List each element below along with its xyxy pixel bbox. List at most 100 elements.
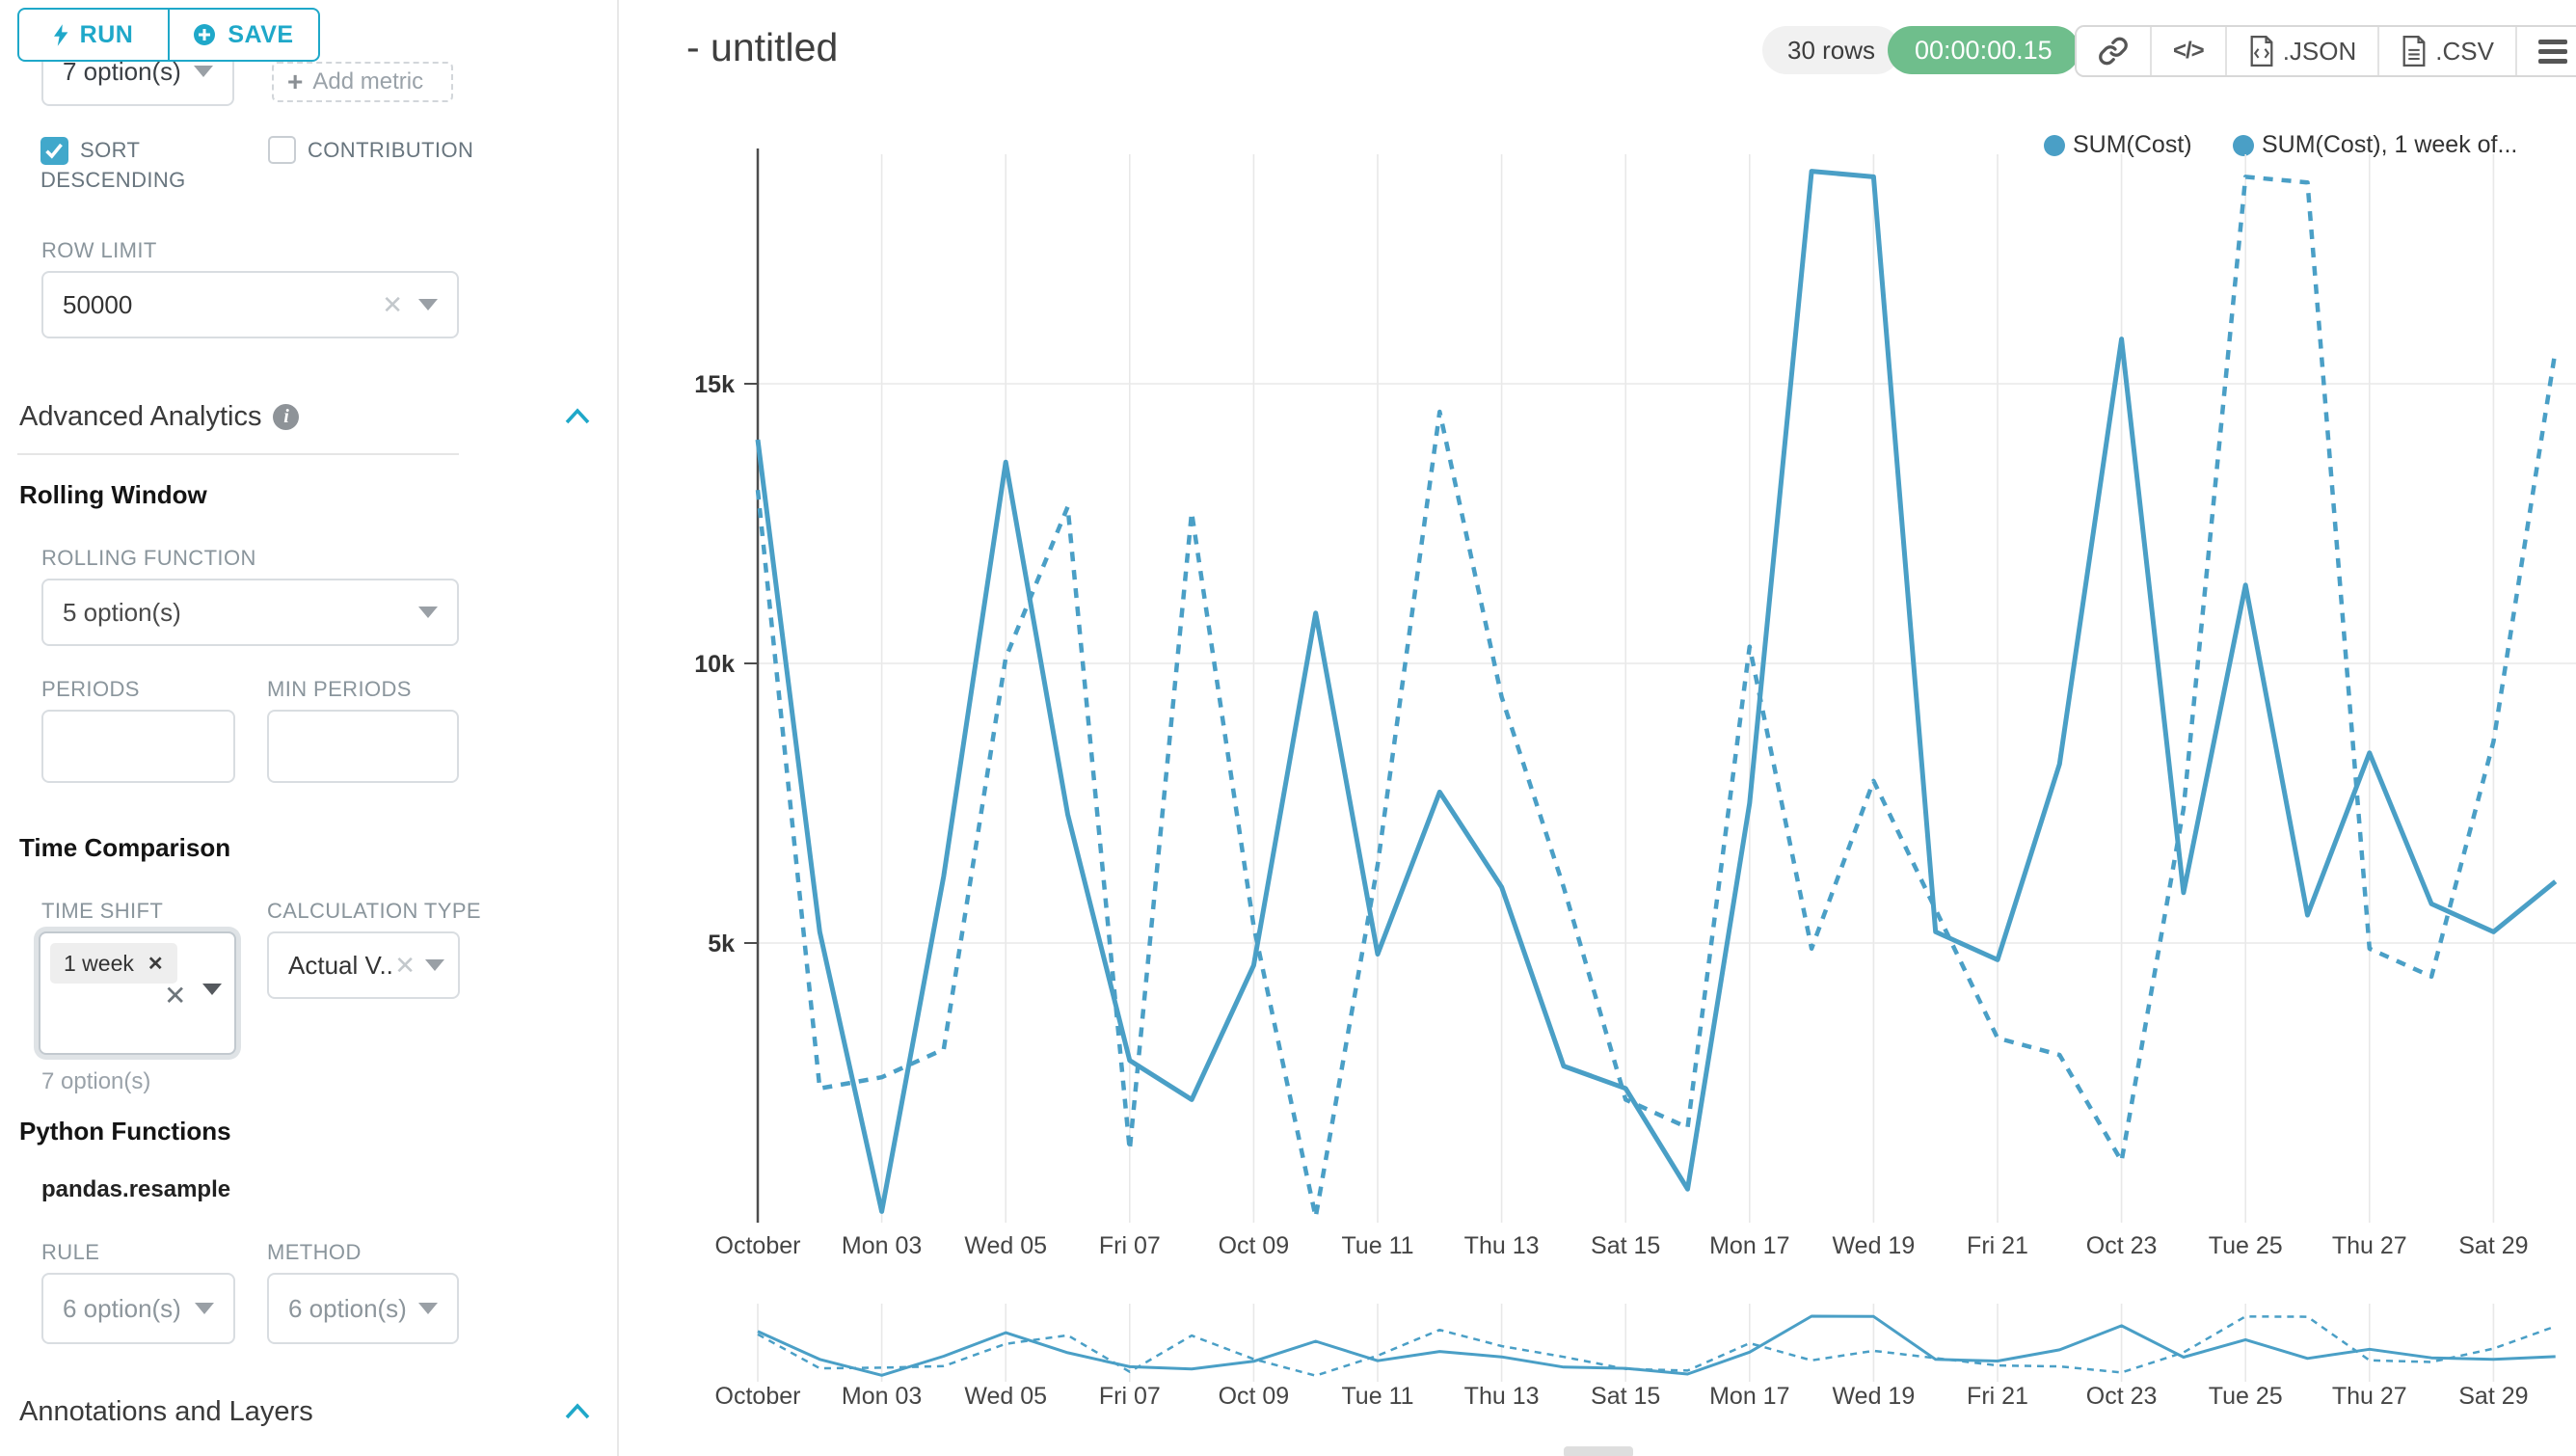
legend-item-sum-cost[interactable]: SUM(Cost) xyxy=(2044,131,2192,159)
clear-icon[interactable]: ✕ xyxy=(382,289,403,319)
info-icon[interactable]: i xyxy=(273,404,300,430)
divider xyxy=(17,453,459,455)
row-count-label: 30 rows xyxy=(1787,35,1876,65)
chevron-down-icon xyxy=(418,299,438,310)
contribution-checkbox[interactable]: CONTRIBUTION xyxy=(268,135,596,165)
svg-text:Tue 25: Tue 25 xyxy=(2209,1383,2283,1410)
time-shift-select[interactable]: 1 week ✕ ✕ xyxy=(39,931,236,1055)
time-shift-tag[interactable]: 1 week ✕ xyxy=(50,943,177,984)
rule-select[interactable]: 6 option(s) xyxy=(41,1273,235,1344)
svg-text:Wed 05: Wed 05 xyxy=(964,1383,1047,1410)
chevron-up-icon xyxy=(565,1402,590,1418)
save-button[interactable]: SAVE xyxy=(167,8,320,62)
chevron-down-icon xyxy=(194,66,213,77)
export-toolbar: </> .JSON .CSV xyxy=(2075,25,2576,77)
json-file-icon xyxy=(2250,36,2273,67)
remove-tag-icon[interactable]: ✕ xyxy=(147,953,164,975)
run-button[interactable]: RUN xyxy=(17,8,170,62)
legend-item-sum-cost-offset[interactable]: SUM(Cost), 1 week of... xyxy=(2233,131,2517,159)
plus-circle-icon xyxy=(194,24,216,45)
svg-text:October: October xyxy=(715,1383,801,1410)
svg-text:Mon 03: Mon 03 xyxy=(842,1232,922,1259)
calculation-type-value: Actual V... xyxy=(288,950,395,980)
annotations-title: Annotations and Layers xyxy=(19,1396,313,1427)
chart-menu-button[interactable] xyxy=(2514,27,2576,75)
svg-text:Fri 21: Fri 21 xyxy=(1967,1232,2028,1259)
plus-icon: + xyxy=(287,67,304,96)
svg-text:Thu 27: Thu 27 xyxy=(2332,1232,2407,1259)
advanced-analytics-title: Advanced Analytics xyxy=(19,401,262,432)
method-value: 6 option(s) xyxy=(288,1293,407,1323)
svg-text:Tue 11: Tue 11 xyxy=(1341,1232,1413,1259)
chart-canvas[interactable]: October Mon 03 Wed 05 Fri 07 Oct 09 Tue 11 Thu… xyxy=(617,96,2576,1456)
min-periods-input[interactable] xyxy=(267,710,459,783)
svg-text:Fri 21: Fri 21 xyxy=(1967,1383,2028,1410)
chart-title[interactable]: - untitled xyxy=(686,25,839,69)
legend-dot xyxy=(2044,134,2065,156)
svg-text:5k: 5k xyxy=(708,930,735,957)
rolling-function-select[interactable]: 5 option(s) xyxy=(41,579,459,646)
export-json-button[interactable]: .JSON xyxy=(2224,27,2378,75)
svg-text:Mon 17: Mon 17 xyxy=(1709,1383,1789,1410)
clear-icon[interactable]: ✕ xyxy=(394,950,416,980)
chevron-down-icon xyxy=(425,959,444,971)
svg-text:Fri 07: Fri 07 xyxy=(1099,1232,1161,1259)
min-periods-label: MIN PERIODS xyxy=(267,677,412,701)
periods-label: PERIODS xyxy=(41,677,140,701)
method-select[interactable]: 6 option(s) xyxy=(267,1273,459,1344)
chevron-up-icon xyxy=(565,407,590,423)
menu-icon xyxy=(2537,39,2567,64)
link-icon xyxy=(2099,37,2128,66)
calculation-type-select[interactable]: Actual V... ✕ xyxy=(267,931,460,999)
python-functions-title: Python Functions xyxy=(19,1117,231,1146)
chevron-down-icon xyxy=(202,984,222,995)
rule-value: 6 option(s) xyxy=(63,1293,181,1323)
legend-label: SUM(Cost), 1 week of... xyxy=(2262,131,2518,158)
svg-text:Thu 13: Thu 13 xyxy=(1464,1232,1540,1259)
clear-icon[interactable]: ✕ xyxy=(164,981,187,1011)
python-function-name: pandas.resample xyxy=(41,1176,231,1202)
code-icon: </> xyxy=(2173,38,2205,64)
row-limit-select[interactable]: 50000 ✕ xyxy=(41,271,459,338)
time-comparison-title: Time Comparison xyxy=(19,833,231,862)
time-shift-label: TIME SHIFT xyxy=(41,899,164,923)
svg-text:Tue 11: Tue 11 xyxy=(1341,1383,1413,1410)
export-csv-button[interactable]: .CSV xyxy=(2377,27,2515,75)
svg-text:Tue 25: Tue 25 xyxy=(2209,1232,2283,1259)
rolling-function-value: 5 option(s) xyxy=(63,597,181,627)
export-csv-label: .CSV xyxy=(2435,36,2494,66)
svg-text:Mon 03: Mon 03 xyxy=(842,1383,922,1410)
scroll-handle[interactable] xyxy=(1564,1446,1633,1456)
time-shift-tag-label: 1 week xyxy=(64,950,134,976)
view-query-button[interactable]: </> xyxy=(2150,27,2225,75)
sort-descending-checkbox[interactable]: SORT DESCENDING xyxy=(40,135,257,195)
control-panel: 7 option(s) + Add metric RUN xyxy=(0,0,619,1456)
query-timer-badge: 00:00:00.15 xyxy=(1888,26,2080,74)
method-label: METHOD xyxy=(267,1240,362,1264)
svg-text:Sat 15: Sat 15 xyxy=(1591,1383,1660,1410)
periods-input[interactable] xyxy=(41,710,235,783)
svg-text:Oct 09: Oct 09 xyxy=(1219,1383,1290,1410)
svg-text:Mon 17: Mon 17 xyxy=(1709,1232,1789,1259)
collapse-annotations-button[interactable] xyxy=(565,1402,590,1422)
svg-text:Wed 19: Wed 19 xyxy=(1833,1232,1916,1259)
csv-file-icon xyxy=(2402,36,2426,67)
rolling-function-label: ROLLING FUNCTION xyxy=(41,546,256,570)
add-metric-button[interactable]: + Add metric xyxy=(272,62,453,102)
panel-topbar: RUN SAVE xyxy=(0,0,617,62)
svg-text:Wed 05: Wed 05 xyxy=(964,1232,1047,1259)
svg-text:Oct 23: Oct 23 xyxy=(2086,1232,2158,1259)
svg-text:Sat 15: Sat 15 xyxy=(1591,1232,1660,1259)
chevron-down-icon xyxy=(195,1303,214,1314)
bolt-icon xyxy=(53,23,68,46)
contribution-label: CONTRIBUTION xyxy=(308,138,474,162)
collapse-advanced-analytics-button[interactable] xyxy=(565,407,590,427)
chevron-down-icon xyxy=(418,607,438,618)
copy-link-button[interactable] xyxy=(2077,27,2150,75)
rolling-window-title: Rolling Window xyxy=(19,480,207,509)
query-timer-label: 00:00:00.15 xyxy=(1915,35,2053,65)
calculation-type-label: CALCULATION TYPE xyxy=(267,899,481,923)
svg-text:Wed 19: Wed 19 xyxy=(1833,1383,1916,1410)
time-shift-hint: 7 option(s) xyxy=(41,1068,151,1094)
svg-text:October: October xyxy=(715,1232,801,1259)
